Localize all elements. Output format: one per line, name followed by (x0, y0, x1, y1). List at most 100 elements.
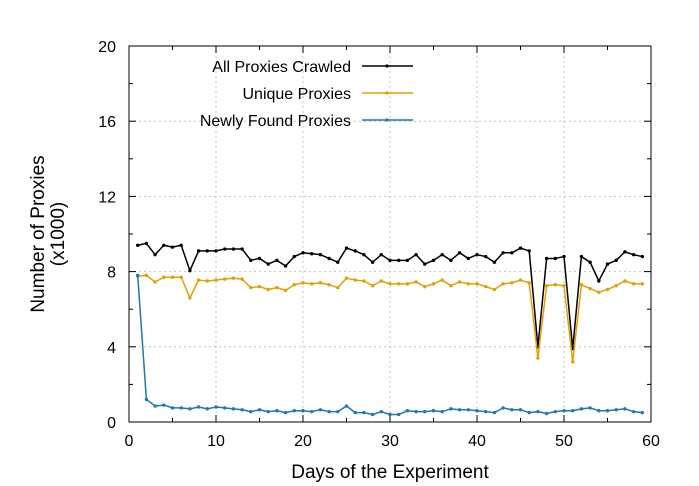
data-point (492, 260, 497, 264)
data-point (614, 408, 618, 412)
data-point (353, 249, 357, 253)
data-point (196, 405, 201, 409)
data-point (475, 252, 479, 257)
data-point (214, 249, 218, 253)
data-point (414, 409, 418, 414)
y-tick-label: 16 (98, 114, 116, 131)
data-point (240, 277, 244, 281)
data-point (440, 252, 444, 257)
data-point (388, 282, 392, 286)
data-point (623, 407, 627, 411)
data-point (362, 279, 366, 283)
data-point (388, 258, 392, 263)
data-point (370, 284, 375, 288)
data-point (275, 409, 279, 413)
data-point (310, 252, 314, 256)
series-newly-found-proxies (136, 273, 644, 417)
data-point (266, 262, 270, 266)
data-point (266, 409, 270, 414)
data-point (327, 283, 331, 287)
data-point (257, 284, 262, 289)
x-tick-label: 10 (207, 433, 225, 450)
data-point (292, 283, 296, 287)
data-point (153, 404, 157, 408)
legend-marker (385, 64, 389, 68)
data-point (257, 256, 262, 261)
data-point (257, 408, 262, 412)
y-tick-label: 4 (107, 340, 116, 357)
data-point (484, 284, 488, 289)
data-point (249, 285, 253, 290)
data-point (283, 288, 288, 293)
data-point (536, 356, 540, 360)
data-point (501, 282, 505, 286)
data-point (466, 256, 470, 261)
data-point (240, 247, 244, 251)
data-point (492, 410, 497, 415)
data-point (423, 284, 427, 289)
legend-item-newly-found-proxies: Newly Found Proxies (200, 113, 413, 130)
data-point (544, 256, 549, 261)
data-point (205, 249, 209, 253)
data-point (170, 275, 175, 279)
data-point (553, 283, 557, 287)
x-tick-label: 60 (642, 433, 660, 450)
data-point (379, 279, 383, 283)
data-point (457, 251, 462, 255)
data-point (527, 249, 531, 253)
data-point (214, 278, 218, 282)
data-point (423, 409, 427, 414)
data-point (518, 278, 523, 282)
data-point (310, 282, 314, 286)
data-point (597, 409, 601, 413)
data-point (475, 282, 479, 286)
data-point (336, 260, 340, 264)
data-point (631, 282, 636, 286)
data-point (162, 243, 166, 247)
series-all-proxies-crawled (136, 241, 644, 351)
data-point (153, 252, 157, 257)
data-point (353, 410, 357, 415)
data-point (283, 264, 288, 268)
data-point (605, 287, 610, 292)
data-point (449, 284, 453, 288)
y-tick-label: 20 (98, 39, 116, 56)
data-point (501, 251, 505, 255)
x-axis-title: Days of the Experiment (291, 462, 489, 483)
data-point (597, 279, 601, 283)
data-point (397, 282, 401, 286)
data-point (466, 282, 470, 286)
data-point (544, 284, 549, 288)
legend-label: Newly Found Proxies (200, 113, 351, 130)
data-point (336, 285, 340, 290)
data-point (457, 408, 462, 412)
data-point (510, 281, 514, 285)
data-point (614, 258, 618, 263)
x-tick-label: 40 (468, 433, 486, 450)
data-point (475, 409, 479, 413)
data-point (553, 409, 557, 414)
data-point (449, 407, 453, 411)
data-point (562, 254, 566, 259)
data-point (353, 278, 357, 282)
y-tick-label: 8 (107, 265, 116, 282)
data-point (588, 286, 592, 291)
y-tick-label: 0 (107, 415, 116, 432)
data-point (196, 249, 201, 253)
data-point (144, 241, 149, 246)
data-point (223, 406, 227, 410)
data-point (231, 407, 236, 411)
data-point (553, 256, 557, 261)
data-point (579, 407, 584, 411)
data-point (249, 409, 253, 414)
data-point (310, 409, 314, 414)
data-point (188, 268, 192, 273)
data-point (449, 258, 453, 263)
data-point (136, 273, 140, 278)
data-point (571, 409, 575, 413)
data-point (301, 281, 305, 285)
x-tick-label: 30 (381, 433, 399, 450)
data-point (240, 408, 244, 412)
data-point (318, 252, 323, 257)
